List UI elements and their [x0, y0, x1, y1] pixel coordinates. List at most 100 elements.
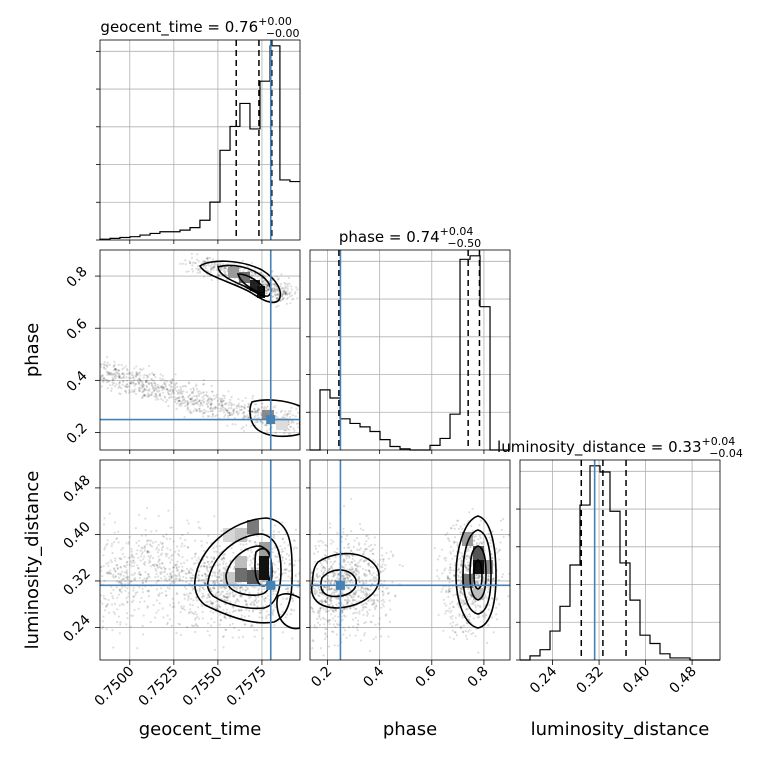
sample-point [334, 556, 337, 559]
sample-point [363, 632, 366, 635]
sample-point [224, 603, 227, 606]
sample-point [449, 551, 452, 554]
sample-point [374, 636, 377, 639]
sample-point [176, 397, 179, 400]
sample-point [294, 559, 297, 562]
sample-point [132, 381, 135, 384]
sample-point [311, 647, 314, 650]
sample-point [128, 536, 131, 539]
sample-point [453, 631, 457, 634]
sample-point [196, 397, 199, 400]
sample-point [177, 601, 180, 604]
sample-point [449, 563, 452, 566]
sample-point [132, 589, 135, 592]
sample-point [126, 587, 129, 590]
sample-point [260, 421, 263, 424]
sample-point [200, 409, 203, 413]
sample-point [157, 543, 160, 547]
sample-point [297, 572, 300, 575]
sample-point [328, 585, 331, 589]
sample-point [458, 594, 461, 597]
sample-point [111, 379, 114, 382]
sample-point [112, 365, 115, 368]
sample-point [147, 375, 150, 378]
sample-point [146, 374, 149, 377]
sample-point [177, 573, 181, 576]
sample-point [447, 576, 450, 580]
sample-point [211, 266, 214, 269]
sample-point [224, 409, 227, 412]
sample-point [223, 268, 226, 271]
sample-point [262, 421, 265, 424]
sample-point [490, 597, 493, 600]
sample-point [359, 565, 362, 568]
sample-point [319, 561, 322, 565]
sample-point [211, 410, 214, 413]
sample-point [264, 283, 268, 286]
sample-point [341, 566, 344, 569]
sample-point [111, 381, 114, 384]
sample-point [137, 539, 140, 543]
sample-point [171, 391, 174, 394]
sample-point [205, 566, 209, 570]
sample-point [452, 637, 455, 641]
sample-point [226, 599, 229, 602]
sample-point [209, 410, 212, 413]
sample-point [117, 576, 120, 579]
sample-point [163, 570, 166, 573]
sample-point [478, 575, 481, 578]
sample-point [231, 403, 234, 406]
sample-point [365, 606, 368, 609]
sample-point [300, 602, 302, 604]
sample-point [231, 610, 235, 614]
sample-point [461, 527, 464, 531]
sample-point [328, 603, 331, 607]
sample-point [380, 599, 383, 602]
sample-point [175, 389, 178, 393]
sample-point [331, 571, 334, 574]
sample-point [165, 623, 169, 626]
sample-point [292, 564, 295, 567]
sample-point [255, 403, 258, 406]
sample-point [190, 597, 193, 600]
sample-point [167, 389, 170, 392]
sample-point [134, 375, 138, 378]
sample-point [167, 509, 170, 512]
sample-point [272, 530, 275, 533]
sample-point [433, 547, 436, 550]
sample-point [125, 391, 128, 394]
sample-point [151, 372, 154, 375]
sample-point [324, 598, 327, 601]
x-tick-label: 0.2 [308, 664, 335, 691]
sample-point [148, 393, 151, 396]
sample-point [276, 278, 280, 281]
x-tick-label: 0.40 [620, 664, 653, 697]
sample-point [361, 608, 364, 612]
sample-point [194, 622, 198, 626]
sample-point [219, 573, 222, 576]
sample-point [364, 559, 367, 562]
sample-point [73, 598, 75, 600]
sample-point [113, 531, 116, 534]
sample-point [303, 419, 305, 421]
sample-point [140, 387, 143, 390]
sample-point [220, 400, 223, 403]
sample-point [464, 565, 467, 568]
sample-point [197, 573, 200, 576]
sample-point [289, 432, 292, 435]
sample-point [310, 606, 313, 609]
sample-point [455, 634, 458, 637]
sample-point [327, 609, 330, 613]
sample-point [287, 276, 290, 280]
sample-point [358, 581, 361, 584]
sample-point [203, 260, 206, 263]
sample-point [78, 555, 80, 557]
sample-point [265, 407, 268, 410]
sample-point [296, 297, 299, 300]
sample-point [469, 597, 472, 600]
sample-point [190, 397, 193, 400]
sample-point [109, 572, 112, 576]
sample-point [228, 413, 231, 417]
sample-point [364, 573, 367, 576]
sample-point [460, 575, 463, 579]
